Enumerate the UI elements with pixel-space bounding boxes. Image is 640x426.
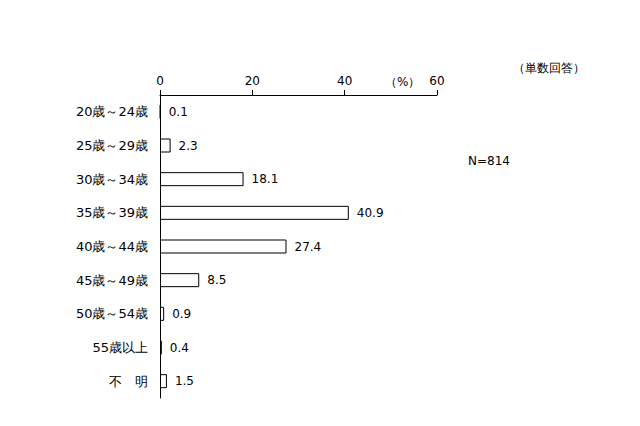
svg-text:18.1: 18.1 (252, 172, 279, 186)
svg-text:40: 40 (337, 74, 352, 88)
svg-text:N=814: N=814 (468, 154, 510, 168)
svg-text:0.1: 0.1 (169, 105, 188, 119)
svg-text:8.5: 8.5 (207, 273, 226, 287)
svg-text:30歳～34歳: 30歳～34歳 (76, 172, 148, 187)
svg-text:20: 20 (245, 74, 260, 88)
svg-text:0.4: 0.4 (170, 341, 189, 355)
svg-text:27.4: 27.4 (294, 240, 321, 254)
svg-text:45歳～49歳: 45歳～49歳 (76, 273, 148, 288)
svg-text:（%）: （%） (385, 75, 420, 89)
svg-text:不 明: 不 明 (109, 374, 148, 389)
svg-text:2.3: 2.3 (179, 139, 198, 153)
svg-text:（単数回答）: （単数回答） (513, 61, 585, 75)
svg-text:55歳以上: 55歳以上 (92, 340, 148, 355)
svg-text:0: 0 (156, 74, 164, 88)
svg-text:40.9: 40.9 (357, 206, 384, 220)
svg-text:25歳～29歳: 25歳～29歳 (76, 138, 148, 153)
svg-text:60: 60 (429, 74, 444, 88)
svg-text:40歳～44歳: 40歳～44歳 (76, 239, 148, 254)
svg-text:1.5: 1.5 (175, 374, 194, 388)
svg-text:50歳～54歳: 50歳～54歳 (76, 306, 148, 321)
svg-text:35歳～39歳: 35歳～39歳 (76, 205, 148, 220)
svg-text:20歳～24歳: 20歳～24歳 (76, 104, 148, 119)
svg-text:0.9: 0.9 (172, 307, 191, 321)
